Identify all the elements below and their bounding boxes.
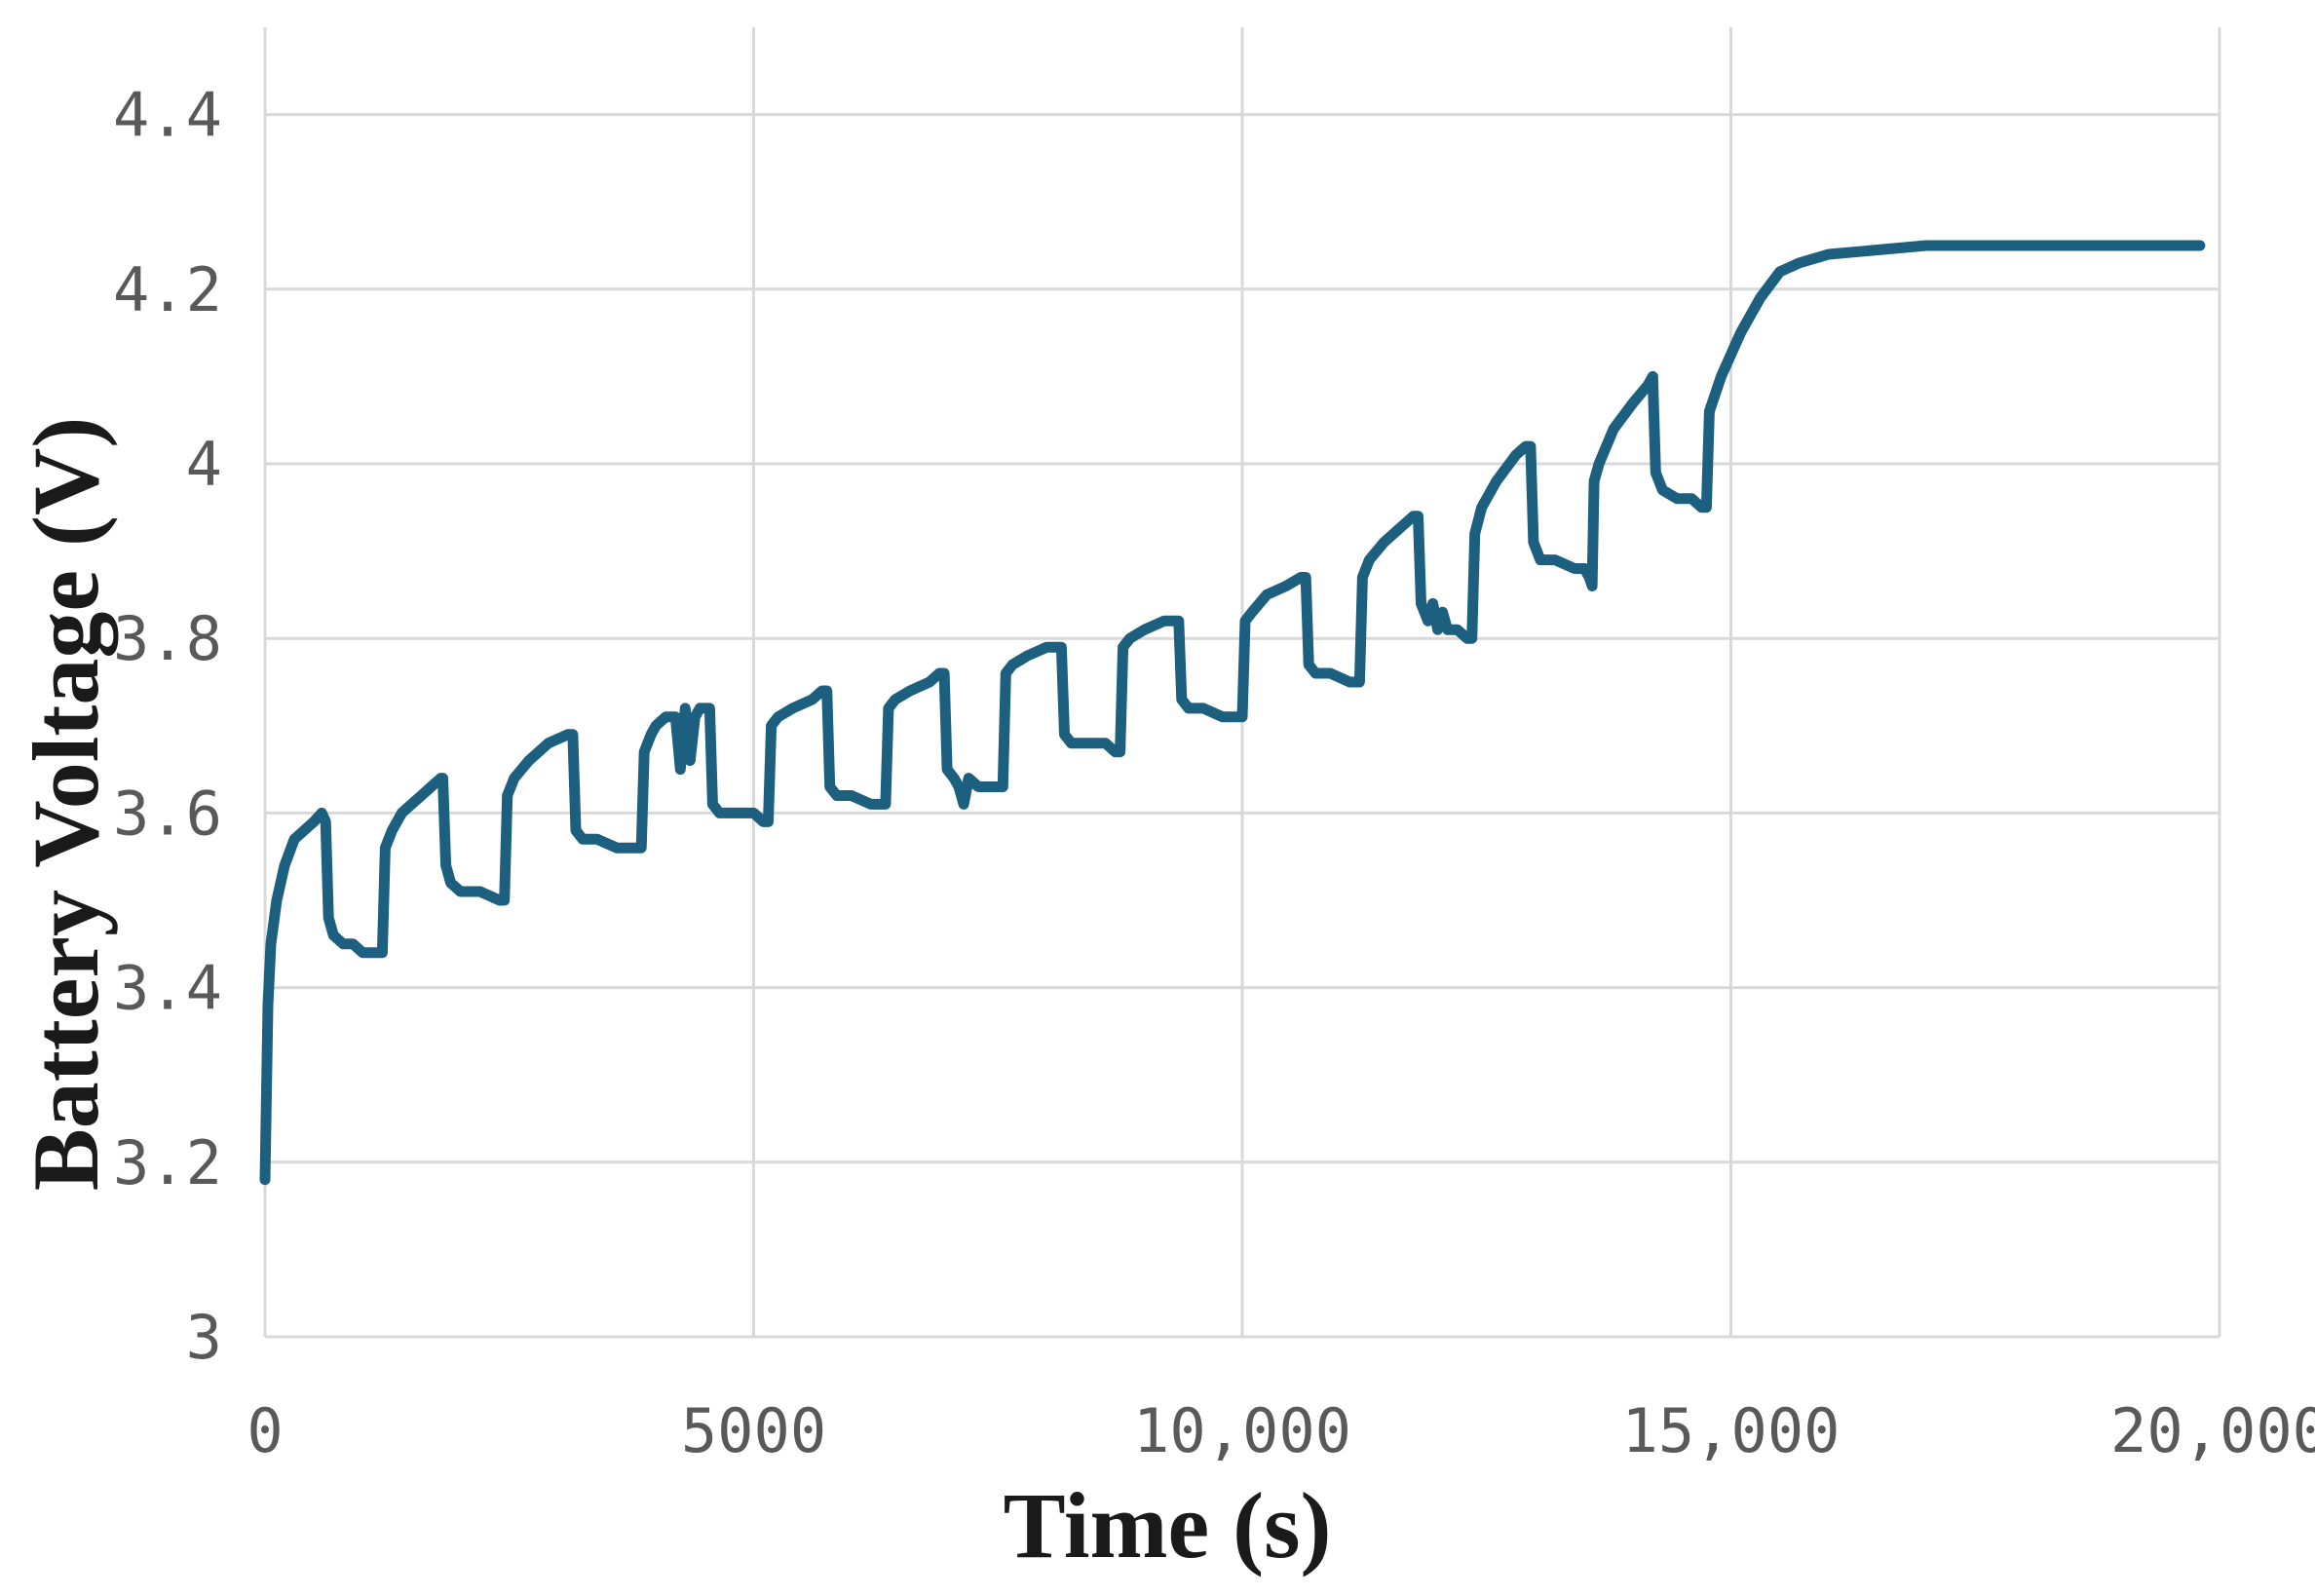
y-tick-label: 4.2 [113, 254, 222, 325]
y-axis-title: Battery Voltage (V) [14, 417, 118, 1191]
y-tick-label: 4 [186, 429, 222, 500]
voltage-series-line [259, 240, 2206, 1186]
x-axis-title: Time (s) [1004, 1473, 1332, 1577]
x-tick-label: 10,000 [1133, 1395, 1351, 1466]
x-tick-label: 20,000 [2110, 1395, 2315, 1466]
y-tick-label: 3.8 [113, 603, 222, 674]
y-tick-label: 3.6 [113, 778, 222, 849]
series-layer [259, 240, 2206, 1186]
x-tick-labels: 0 5000 10,000 15,000 20,000 [247, 1395, 2315, 1466]
y-tick-label: 4.4 [113, 80, 222, 151]
y-tick-label: 3.2 [113, 1127, 222, 1198]
y-tick-labels: 3 3.2 3.4 3.6 3.8 4 4.2 4.4 [113, 80, 222, 1373]
x-tick-label: 5000 [681, 1395, 826, 1466]
y-tick-label: 3.4 [113, 953, 222, 1024]
y-tick-label: 3 [186, 1302, 222, 1373]
x-tick-label: 15,000 [1622, 1395, 1841, 1466]
x-tick-label: 0 [247, 1395, 283, 1466]
